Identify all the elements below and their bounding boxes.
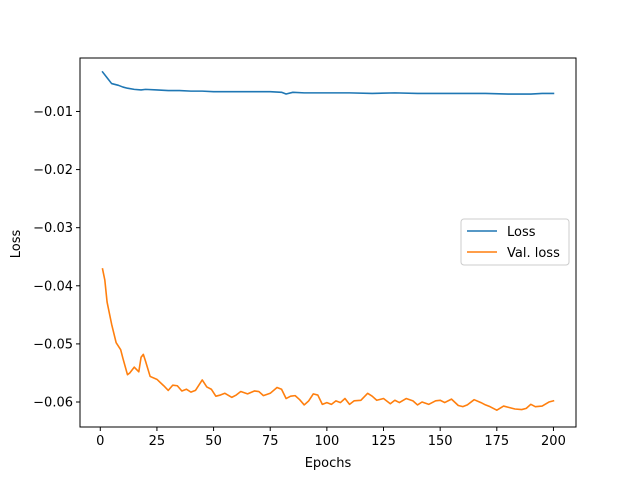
y-axis-ticks: −0.01 −0.02 −0.03 −0.04 −0.05 −0.06: [33, 105, 80, 411]
legend: Loss Val. loss: [460, 218, 570, 266]
x-axis-ticks: 0 25 50 75 100 125 150 175 200: [96, 427, 566, 449]
y-tick-label: −0.03: [33, 221, 73, 236]
x-tick-label: 50: [205, 434, 222, 449]
y-tick-label: −0.05: [33, 337, 73, 352]
legend-label-val-loss: Val. loss: [507, 246, 560, 261]
x-tick-label: 100: [314, 434, 339, 449]
series-line-loss: [101, 70, 555, 95]
y-tick-label: −0.04: [33, 279, 73, 294]
x-tick-label: 25: [149, 434, 166, 449]
series-line-val-loss: [101, 267, 555, 411]
legend-label-loss: Loss: [507, 225, 536, 240]
plot-frame: [79, 57, 577, 428]
x-tick-label: 75: [262, 434, 279, 449]
x-axis-title: Epochs: [305, 456, 352, 471]
x-tick-label: 175: [484, 434, 509, 449]
x-tick-label: 0: [96, 434, 104, 449]
y-tick-label: −0.01: [33, 105, 73, 120]
series-layer: [101, 70, 555, 411]
y-tick-label: −0.02: [33, 163, 73, 178]
y-tick-label: −0.06: [33, 396, 73, 411]
x-tick-label: 125: [371, 434, 396, 449]
x-tick-label: 200: [541, 434, 566, 449]
x-tick-label: 150: [428, 434, 453, 449]
y-axis-title: Loss: [9, 230, 24, 259]
